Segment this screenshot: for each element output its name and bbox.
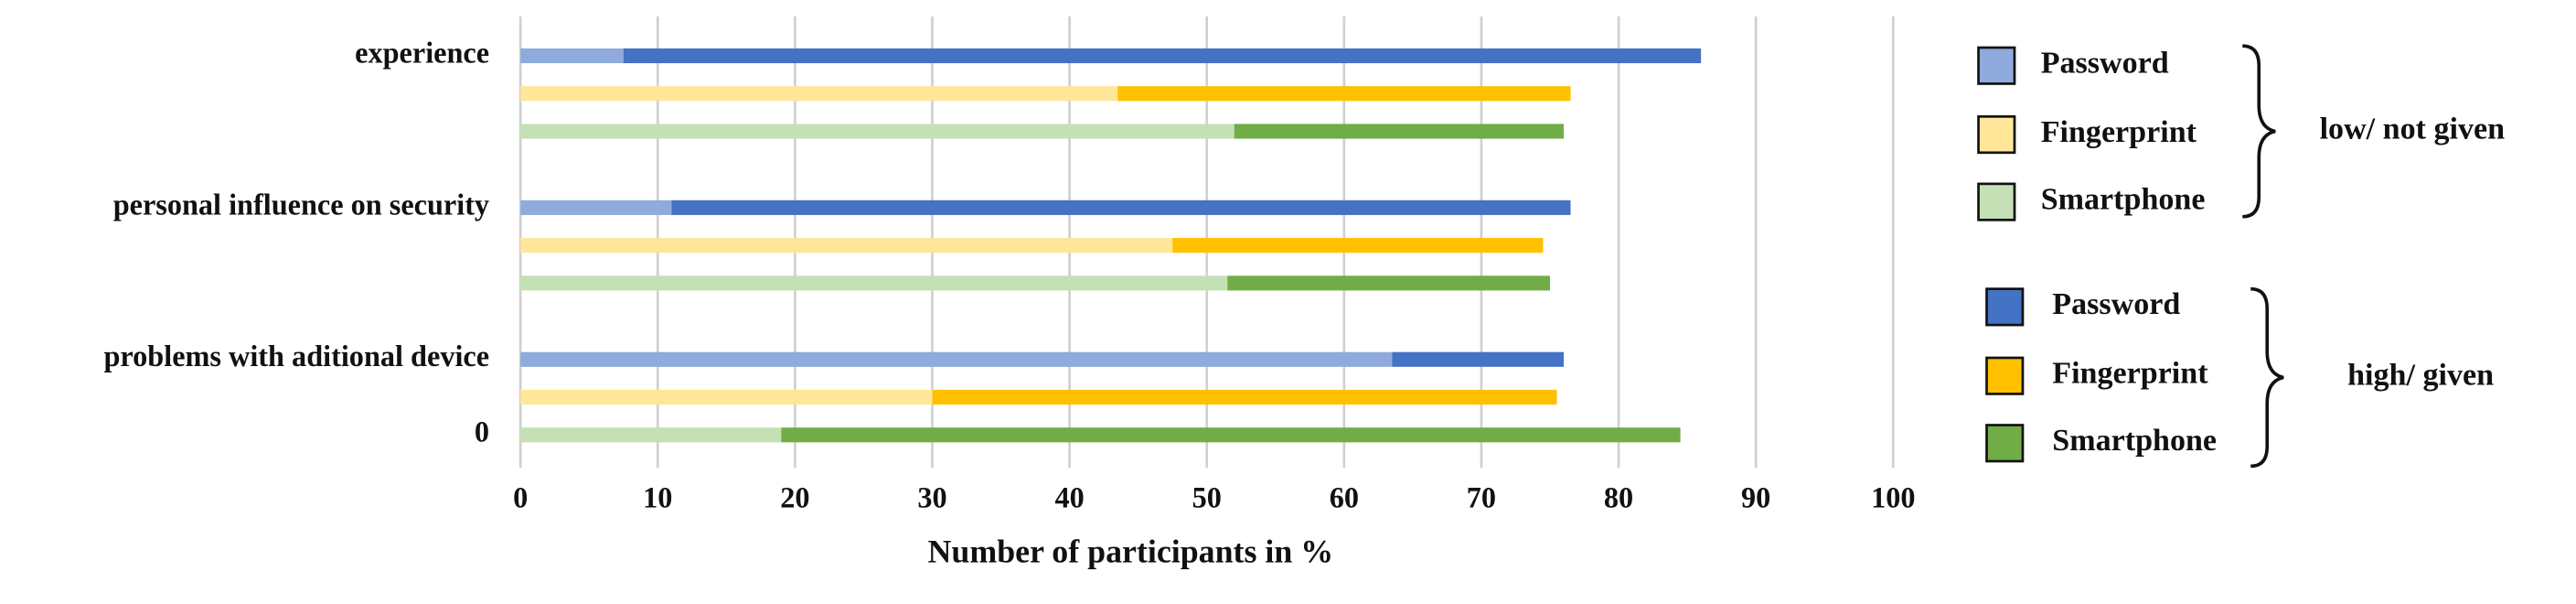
bar-segment <box>623 48 1702 64</box>
legend-swatch <box>1985 356 2025 395</box>
bar-segment <box>520 200 672 215</box>
y-tick-label: problems with aditional device <box>103 340 489 372</box>
legend-swatch <box>1985 287 2025 327</box>
x-tick-label: 100 <box>1871 480 1915 513</box>
bar-segment <box>1117 86 1571 102</box>
legend-group-label: high/ given <box>2347 358 2494 392</box>
x-axis-label: Number of participants in % <box>928 533 1334 569</box>
legend-swatch <box>1985 424 2025 463</box>
x-tick-label: 90 <box>1741 480 1770 513</box>
bar-segment <box>1234 124 1565 139</box>
bar-segment <box>1172 238 1544 253</box>
bar-segment <box>1392 351 1565 367</box>
bar-segment <box>781 427 1681 443</box>
legend-label: Smartphone <box>2052 424 2217 458</box>
x-tick-label: 20 <box>780 480 809 513</box>
bar-segment <box>520 238 1173 253</box>
legend-label: Password <box>2041 47 2169 81</box>
x-tick-label: 30 <box>917 480 946 513</box>
legend-swatch <box>1977 114 2016 155</box>
legend-label: Password <box>2052 287 2180 321</box>
y-tick-label: personal influence on security <box>113 188 489 221</box>
y-tick-label: experience <box>355 36 489 69</box>
bar-segment <box>520 427 782 443</box>
bar-segment <box>1227 275 1551 291</box>
x-tick-label: 60 <box>1330 480 1359 513</box>
legend-brace <box>2250 286 2284 469</box>
legend-swatch <box>1977 182 2016 221</box>
legend-label: Smartphone <box>2041 182 2206 216</box>
x-tick-label: 10 <box>643 480 672 513</box>
bar-segment <box>520 48 624 64</box>
legend-label: Fingerprint <box>2041 115 2197 149</box>
legend-brace <box>2242 44 2276 219</box>
x-tick-label: 70 <box>1467 480 1496 513</box>
x-tick-label: 40 <box>1054 480 1084 513</box>
x-tick-label: 80 <box>1604 480 1633 513</box>
bar-segment <box>520 389 933 405</box>
x-tick-label: 0 <box>513 480 528 513</box>
bar-segment <box>520 351 1393 367</box>
legend-group-label: low/ not given <box>2320 112 2506 146</box>
y-tick-label: 0 <box>475 415 489 448</box>
legend-label: Fingerprint <box>2052 357 2208 391</box>
legend-swatch <box>1977 46 2016 85</box>
bar-segment <box>520 275 1228 291</box>
bar-segment <box>671 200 1571 215</box>
x-tick-label: 50 <box>1192 480 1222 513</box>
bar-segment <box>520 124 1235 139</box>
bar-segment <box>520 86 1118 102</box>
bar-segment <box>932 389 1557 405</box>
